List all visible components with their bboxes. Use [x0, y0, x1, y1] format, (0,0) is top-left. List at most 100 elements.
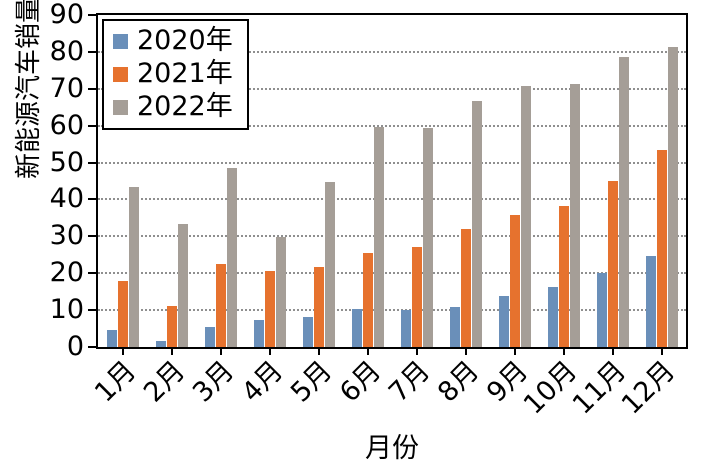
bar-group: [196, 168, 245, 347]
y-tick: [88, 309, 96, 312]
bar-2022年: [422, 128, 433, 347]
bar-2021年: [313, 266, 324, 347]
gridline: [98, 50, 686, 53]
gridline: [98, 309, 686, 312]
bar-group: [588, 57, 637, 347]
y-tick: [88, 124, 96, 127]
y-tick-label: 0: [66, 331, 84, 362]
y-tick-label: 10: [49, 294, 84, 326]
y-tick: [88, 272, 96, 275]
bar-2020年: [547, 286, 558, 347]
bar-2020年: [498, 295, 509, 347]
x-tick: [415, 349, 418, 355]
bar-2020年: [253, 320, 264, 347]
x-tick: [121, 349, 124, 355]
bar-2020年: [106, 330, 117, 347]
legend-swatch: [113, 66, 128, 82]
x-tick: [660, 349, 663, 355]
y-tick-label: 80: [49, 35, 84, 67]
bar-group: [392, 128, 441, 347]
bar-groups: [98, 15, 686, 347]
y-tick: [88, 235, 96, 238]
bar-group: [637, 46, 686, 347]
bar-2021年: [215, 263, 226, 347]
x-tick: [366, 349, 369, 355]
legend-label: 2022年: [137, 91, 233, 122]
bar-2022年: [471, 101, 482, 347]
bar-2022年: [275, 236, 286, 347]
legend-swatch: [113, 33, 128, 49]
bar-2020年: [449, 306, 460, 347]
bar-2021年: [264, 271, 275, 347]
bar-2021年: [558, 205, 569, 347]
bar-2021年: [460, 228, 471, 347]
x-tick: [464, 349, 467, 355]
bar-2020年: [204, 326, 215, 347]
bar-2021年: [509, 215, 520, 347]
y-tick-label: 20: [49, 257, 84, 289]
bar-2020年: [302, 316, 313, 347]
x-tick: [611, 349, 614, 355]
y-tick-label: 90: [49, 0, 84, 30]
y-tick-label: 40: [49, 183, 84, 215]
x-tick: [268, 349, 271, 355]
y-tick: [88, 14, 96, 16]
gridline: [98, 87, 686, 90]
bar-2021年: [362, 252, 373, 347]
bar-group: [147, 223, 196, 347]
y-tick: [88, 87, 96, 90]
gridlines: [98, 15, 686, 347]
gridline: [98, 161, 686, 164]
y-tick-label: 30: [49, 220, 84, 252]
gridline: [98, 272, 686, 275]
bar-group: [490, 85, 539, 347]
bar-2022年: [520, 85, 531, 347]
bar-2021年: [656, 150, 667, 347]
legend-item: 2020年: [113, 26, 233, 56]
bar-2022年: [667, 46, 678, 347]
bar-2020年: [155, 341, 166, 347]
bar-group: [98, 186, 147, 347]
bar-group: [245, 236, 294, 347]
bar-2022年: [226, 168, 237, 347]
x-tick: [562, 349, 565, 355]
y-tick: [88, 346, 96, 348]
y-tick-label: 50: [49, 146, 84, 178]
legend-label: 2021年: [137, 58, 233, 89]
y-tick: [88, 161, 96, 164]
bar-group: [539, 83, 588, 347]
bar-group: [294, 182, 343, 347]
x-axis-title: 月份: [365, 433, 419, 464]
y-tick-label: 60: [49, 109, 84, 141]
bar-2020年: [645, 255, 656, 347]
bar-2021年: [166, 306, 177, 347]
legend-swatch: [113, 99, 128, 115]
gridline: [98, 235, 686, 238]
bar-2022年: [569, 83, 580, 347]
x-tick: [513, 349, 516, 355]
legend-item: 2021年: [113, 59, 233, 89]
bar-2020年: [351, 308, 362, 347]
bar-2022年: [618, 57, 629, 347]
plot-area: 2020年 2021年 2022年: [96, 13, 688, 349]
bar-2021年: [607, 181, 618, 347]
y-tick: [88, 50, 96, 53]
y-tick: [88, 198, 96, 201]
bar-2021年: [117, 280, 128, 347]
x-tick: [170, 349, 173, 355]
bar-2022年: [373, 127, 384, 347]
bar-2022年: [128, 186, 139, 347]
bar-2020年: [596, 273, 607, 347]
gridline: [98, 198, 686, 201]
y-tick-label: 70: [49, 72, 84, 104]
legend-label: 2020年: [137, 25, 233, 56]
legend-item: 2022年: [113, 92, 233, 122]
bar-2020年: [400, 310, 411, 347]
bar-2021年: [411, 247, 422, 347]
bar-2022年: [324, 182, 335, 347]
bar-group: [343, 127, 392, 347]
bar-2022年: [177, 223, 188, 347]
x-tick: [317, 349, 320, 355]
x-tick: [219, 349, 222, 355]
